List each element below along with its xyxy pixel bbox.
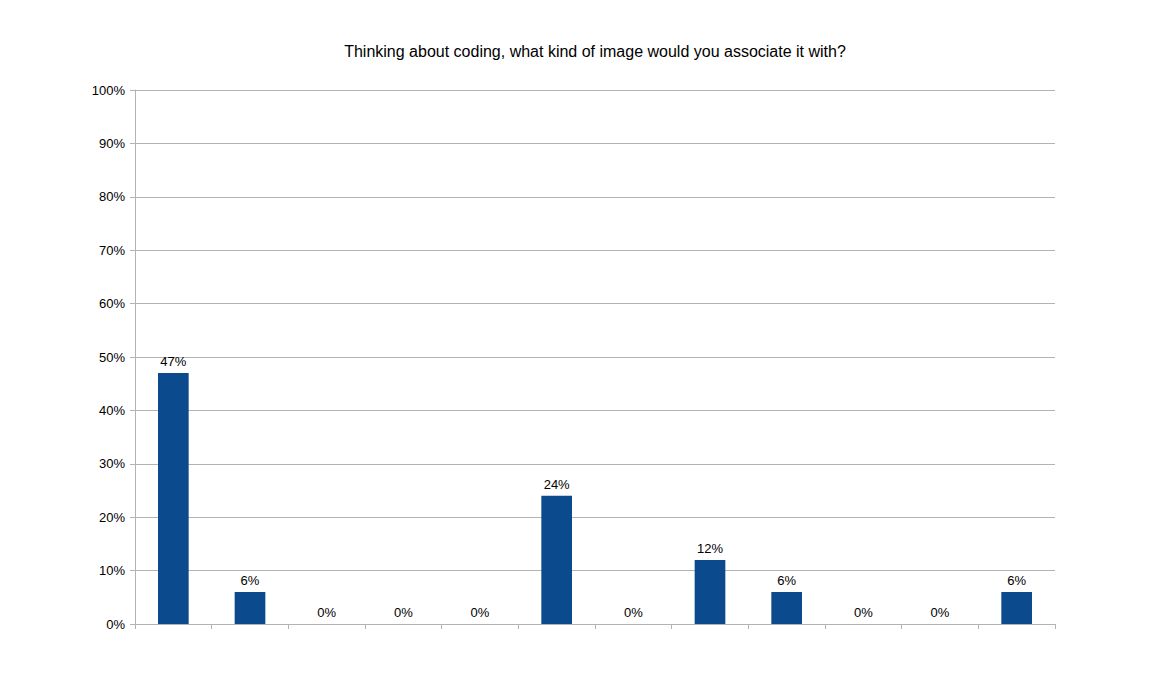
svg-text:0%: 0% [624,605,643,620]
svg-text:0%: 0% [394,605,413,620]
svg-text:6%: 6% [1007,573,1026,588]
svg-text:60%: 60% [99,296,125,311]
svg-text:0%: 0% [317,605,336,620]
svg-text:10%: 10% [99,563,125,578]
svg-text:90%: 90% [99,136,125,151]
svg-text:Thinking about coding, what ki: Thinking about coding, what kind of imag… [344,43,846,60]
svg-text:0%: 0% [106,617,125,632]
svg-text:40%: 40% [99,403,125,418]
svg-text:0%: 0% [471,605,490,620]
svg-text:30%: 30% [99,456,125,471]
svg-text:0%: 0% [854,605,873,620]
svg-text:12%: 12% [697,541,723,556]
svg-text:47%: 47% [160,354,186,369]
svg-text:70%: 70% [99,243,125,258]
svg-text:6%: 6% [777,573,796,588]
svg-text:50%: 50% [99,350,125,365]
svg-text:100%: 100% [92,83,126,98]
svg-text:80%: 80% [99,189,125,204]
svg-text:6%: 6% [241,573,260,588]
svg-text:0%: 0% [931,605,950,620]
svg-text:24%: 24% [544,477,570,492]
svg-text:20%: 20% [99,510,125,525]
